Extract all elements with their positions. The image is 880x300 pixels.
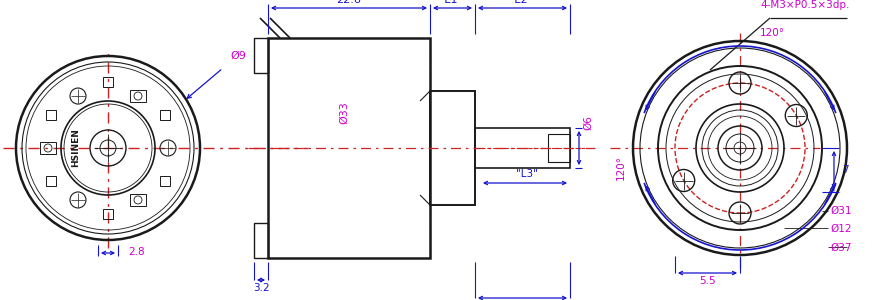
Text: 3.2: 3.2 xyxy=(253,283,269,293)
Bar xyxy=(254,38,268,73)
Bar xyxy=(130,90,146,102)
Bar xyxy=(130,194,146,206)
Text: Ø6: Ø6 xyxy=(583,116,593,130)
Text: 120°: 120° xyxy=(760,28,785,38)
Text: 7: 7 xyxy=(842,165,848,175)
Text: "L2": "L2" xyxy=(510,0,534,5)
Text: 22.6: 22.6 xyxy=(336,0,362,5)
Bar xyxy=(430,91,475,205)
Text: Ø31: Ø31 xyxy=(830,206,852,216)
Bar xyxy=(548,134,570,162)
Bar xyxy=(254,223,268,258)
Text: 120°: 120° xyxy=(616,155,626,181)
Text: "L3": "L3" xyxy=(516,169,538,179)
Text: Ø37: Ø37 xyxy=(830,243,852,253)
Text: Ø12: Ø12 xyxy=(830,224,852,234)
Text: Ø33: Ø33 xyxy=(339,102,349,124)
Text: 4-M3×P0.5×3dp.: 4-M3×P0.5×3dp. xyxy=(760,0,850,10)
Bar xyxy=(475,128,570,168)
Bar xyxy=(40,142,56,154)
Text: 5.5: 5.5 xyxy=(700,276,716,286)
Text: 2.8: 2.8 xyxy=(128,247,144,257)
Bar xyxy=(268,38,430,258)
Text: "L1": "L1" xyxy=(440,0,464,5)
Text: Ø9: Ø9 xyxy=(230,51,246,61)
Text: HSINEN: HSINEN xyxy=(71,129,80,167)
